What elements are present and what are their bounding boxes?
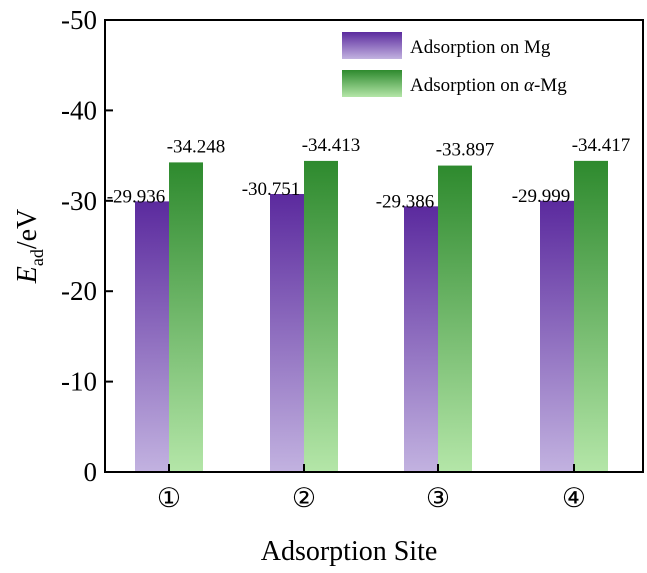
data-label-site3-series1: -29.386 [376, 191, 435, 212]
data-labels: -29.936 -34.248 -30.751 -34.413 -29.386 -33.8… [107, 135, 631, 212]
legend-label-mg: Adsorption on Mg [410, 37, 551, 58]
data-label-site4-series2: -34.417 [572, 135, 631, 156]
legend-label-alpha-mg-suffix: -Mg [534, 75, 567, 96]
legend-swatch-mg [342, 32, 402, 59]
y-tick-label: -30 [61, 186, 97, 216]
x-tick-label: ④ [562, 483, 586, 513]
data-label-site2-series2: -34.413 [302, 135, 361, 156]
bars-layer [135, 160, 608, 473]
data-label-site1-series1: -29.936 [107, 186, 166, 207]
bar-site1-series1 [135, 201, 169, 473]
bar-site3-series1 [404, 206, 438, 472]
x-axis-label: Adsorption Site [261, 536, 438, 567]
bar-site2-series1 [270, 194, 304, 472]
x-tick-label: ③ [426, 483, 450, 513]
legend-label-alpha-mg-prefix: Adsorption on [410, 75, 524, 96]
y-axis-label: Ead/eV [12, 209, 47, 285]
legend-swatch-alpha-mg [342, 70, 402, 97]
y-tick-label: -50 [61, 5, 97, 35]
data-label-site2-series1: -30.751 [242, 179, 301, 200]
bar-site3-series2 [438, 165, 472, 473]
legend: Adsorption on Mg Adsorption on α-Mg [342, 32, 567, 97]
y-axis-label-unit: /eV [12, 209, 43, 249]
bar-site1-series2 [169, 162, 203, 473]
data-label-site3-series2: -33.897 [436, 140, 495, 161]
x-tick-label: ② [292, 483, 316, 513]
y-axis-label-sub: ad [27, 249, 47, 266]
bar-site4-series1 [540, 200, 574, 473]
y-tick-label: -40 [61, 95, 97, 125]
data-label-site4-series1: -29.999 [512, 186, 571, 207]
bar-site2-series2 [304, 160, 338, 472]
legend-label-alpha-mg-symbol: α [524, 75, 535, 96]
bar-site4-series2 [574, 160, 608, 473]
y-axis: 0 -10 -20 -30 -40 -50 [61, 5, 113, 487]
y-tick-label: -10 [61, 367, 97, 397]
y-tick-label: 0 [84, 457, 98, 487]
x-tick-label: ① [157, 483, 181, 513]
plot-frame [104, 19, 644, 473]
y-axis-label-main: E [12, 266, 43, 284]
data-label-site1-series2: -34.248 [167, 136, 226, 157]
x-axis: ① ② ③ ④ [157, 464, 586, 513]
y-tick-label: -20 [61, 276, 97, 306]
legend-label-alpha-mg: Adsorption on α-Mg [410, 75, 567, 96]
